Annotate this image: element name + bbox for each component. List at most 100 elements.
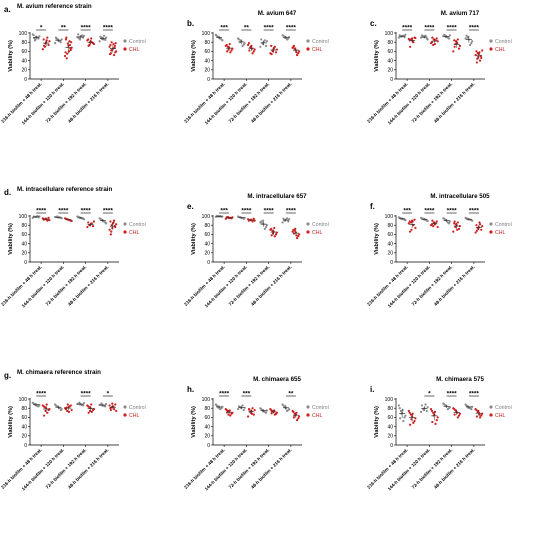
chl-point	[274, 51, 278, 54]
chl-point	[224, 408, 227, 411]
y-tick-label: 60	[21, 232, 27, 238]
y-tick-label: 80	[21, 406, 27, 412]
chl-point	[270, 44, 273, 47]
chl-point	[109, 220, 112, 223]
chl-point	[43, 44, 46, 47]
significance-label: ***	[403, 207, 411, 214]
chl-point	[407, 409, 410, 413]
chl-point	[431, 36, 434, 39]
control-point	[448, 220, 452, 223]
chl-point	[109, 408, 112, 412]
chl-point	[456, 38, 459, 41]
chl-point	[69, 47, 72, 50]
control-point	[214, 33, 217, 36]
significance-label: ****	[402, 24, 413, 31]
chl-point	[435, 37, 438, 40]
y-tick-label: 0	[24, 260, 27, 266]
chart-panel: a. M. avium reference strain 0 20 40 60 80 100 V…	[0, 0, 183, 183]
chl-point	[435, 220, 438, 223]
chl-point	[110, 224, 113, 227]
x-tick-label: 216-h biofilm + 48 h treat.	[183, 81, 226, 124]
chl-point	[251, 220, 254, 223]
chl-point	[429, 224, 433, 227]
chl-point	[475, 224, 478, 227]
y-tick-label: 0	[24, 77, 27, 83]
y-axis-label: Viability (%)	[8, 223, 14, 255]
significance-label: ****	[81, 390, 92, 397]
chl-point	[65, 406, 68, 409]
chl-point	[108, 228, 111, 231]
chl-point	[295, 53, 299, 57]
significance-label: ****	[447, 390, 458, 397]
chl-point	[431, 219, 434, 222]
chl-point	[429, 408, 433, 411]
control-point	[446, 408, 449, 411]
legend-control-label: Control	[129, 39, 146, 45]
y-tick-label: 60	[387, 49, 393, 55]
control-point	[53, 403, 57, 406]
chl-point	[409, 230, 412, 233]
chl-point	[414, 226, 417, 230]
control-point	[399, 417, 402, 420]
control-point	[31, 401, 34, 404]
x-tick-label: 216-h biofilm + 48 h treat.	[183, 264, 226, 307]
control-point	[424, 403, 427, 406]
panel-letter: b.	[187, 19, 194, 28]
chart-panel: g. M. chimaera reference strain 0 20 40 60 80 1…	[0, 366, 183, 549]
y-tick-label: 20	[204, 434, 210, 440]
chl-point	[431, 420, 434, 424]
chl-point	[110, 49, 113, 52]
chl-point	[295, 236, 299, 240]
control-point	[402, 419, 405, 423]
control-point	[236, 37, 240, 40]
chl-point	[409, 423, 412, 426]
panel-letter: h.	[187, 385, 194, 394]
legend-chl-marker	[306, 230, 310, 234]
chart-svg: a. M. avium reference strain 0 20 40 60 80 100 V…	[0, 3, 146, 126]
chl-point	[275, 411, 279, 414]
chl-point	[475, 61, 478, 64]
control-point	[105, 222, 108, 225]
control-point	[98, 217, 101, 220]
control-point	[77, 36, 80, 40]
chl-point	[86, 225, 89, 229]
chl-point	[297, 52, 300, 55]
chl-point	[110, 230, 113, 233]
control-point	[219, 408, 222, 411]
significance-label: ****	[103, 24, 114, 31]
control-point	[464, 403, 467, 406]
x-tick-label: 72-h biofilm + 192 h treat.	[45, 81, 88, 124]
chl-point	[294, 227, 297, 230]
legend-chl-label: CHL	[129, 47, 139, 53]
chl-point	[109, 43, 112, 47]
control-point	[243, 42, 246, 45]
chl-point	[90, 222, 93, 225]
chart-svg: i. M. chimaera 575 0 20 40 60 80 100 Viability (…	[366, 376, 512, 492]
control-point	[98, 40, 101, 43]
chl-point	[115, 50, 118, 53]
control-point	[82, 34, 86, 37]
legend-chl-marker	[123, 47, 127, 51]
chl-point	[48, 40, 51, 43]
chl-point	[90, 403, 93, 406]
legend-control-label: Control	[495, 39, 512, 45]
chl-point	[70, 219, 73, 223]
chl-point	[271, 229, 274, 232]
control-point	[285, 409, 289, 413]
control-point	[263, 227, 266, 230]
y-tick-label: 100	[385, 214, 394, 220]
control-point	[397, 404, 400, 407]
x-tick-label: 144-h biofilm + 120 h treat.	[21, 264, 65, 308]
control-point	[221, 215, 224, 218]
significance-label: ****	[219, 390, 230, 397]
chart-title: M. intracellulare 657	[247, 193, 307, 200]
chl-point	[45, 403, 48, 406]
legend-control-marker	[306, 39, 310, 43]
control-point	[264, 44, 268, 47]
legend-control-marker	[123, 222, 127, 226]
x-tick-label: 48-h biofilm + 216 h treat.	[433, 81, 476, 124]
chl-point	[229, 51, 232, 54]
chl-point	[413, 218, 416, 221]
control-point	[281, 34, 284, 37]
chl-point	[108, 53, 112, 56]
